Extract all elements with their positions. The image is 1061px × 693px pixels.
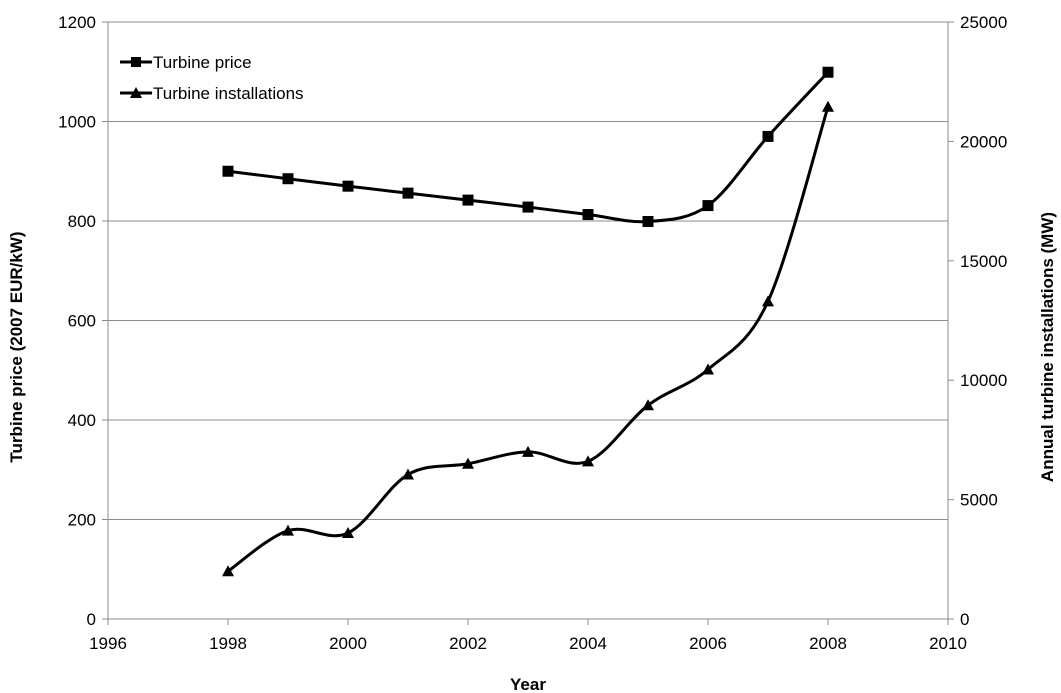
gridlines — [108, 21, 948, 520]
y2-axis-title: Annual turbine installations (MW) — [1038, 212, 1057, 482]
legend-label-turbine-installations: Turbine installations — [153, 84, 304, 103]
data-point-square — [462, 194, 474, 206]
series-layer — [222, 66, 834, 577]
data-point-square — [822, 66, 834, 78]
series-line-turbine-price — [227, 71, 830, 224]
x-tick-label: 1996 — [89, 634, 127, 653]
y2-tick-label: 15000 — [960, 252, 1007, 271]
y-tick-label: 200 — [68, 511, 96, 530]
series-turbine-price — [222, 66, 834, 227]
data-point-triangle — [642, 399, 654, 411]
y-tick-label: 1200 — [58, 13, 96, 32]
y2-tick-label: 0 — [960, 610, 969, 629]
y2-tick-label: 5000 — [960, 491, 998, 510]
data-point-triangle — [702, 363, 714, 375]
data-point-triangle — [762, 295, 774, 307]
y2-tick-label: 20000 — [960, 132, 1007, 151]
axes — [102, 21, 954, 625]
x-tick-label: 2010 — [929, 634, 967, 653]
legend-label-turbine-price: Turbine price — [153, 53, 252, 72]
legend-marker-square — [131, 57, 141, 67]
data-point-square — [762, 130, 774, 142]
data-point-square — [282, 173, 294, 185]
legend-marker-triangle — [130, 87, 142, 98]
data-point-square — [402, 187, 414, 199]
data-point-triangle — [282, 524, 294, 536]
data-point-square — [702, 200, 714, 212]
data-point-triangle — [342, 527, 354, 539]
data-point-square — [522, 201, 534, 213]
data-point-square — [342, 180, 354, 192]
data-point-triangle — [582, 455, 594, 467]
y-tick-label: 400 — [68, 411, 96, 430]
tick-labels: 1996 1998 2000 2002 2004 2006 2008 2010 0 200 400 6… — [58, 13, 1007, 653]
data-point-square — [642, 215, 654, 227]
x-tick-label: 2006 — [689, 634, 727, 653]
legend: Turbine price Turbine installations — [120, 53, 304, 103]
y-axis-title: Turbine price (2007 EUR/kW) — [7, 231, 26, 462]
y2-tick-label: 25000 — [960, 13, 1007, 32]
y2-tick-label: 10000 — [960, 371, 1007, 390]
y-tick-label: 800 — [68, 212, 96, 231]
data-point-triangle — [462, 457, 474, 469]
y-tick-label: 0 — [87, 610, 96, 629]
x-tick-label: 2008 — [809, 634, 847, 653]
x-tick-label: 2004 — [569, 634, 607, 653]
series-turbine-installations — [222, 100, 834, 577]
data-point-square — [582, 209, 594, 221]
x-axis-title: Year — [510, 675, 546, 693]
x-tick-label: 2002 — [449, 634, 487, 653]
y-tick-label: 600 — [68, 312, 96, 331]
y-tick-label: 1000 — [58, 113, 96, 132]
data-point-triangle — [822, 100, 834, 112]
series-line-turbine-installations — [227, 106, 830, 573]
data-point-triangle — [222, 565, 234, 577]
x-tick-label: 1998 — [209, 634, 247, 653]
data-point-square — [222, 165, 234, 177]
data-point-triangle — [402, 468, 414, 480]
x-tick-label: 2000 — [329, 634, 367, 653]
data-point-triangle — [522, 445, 534, 457]
